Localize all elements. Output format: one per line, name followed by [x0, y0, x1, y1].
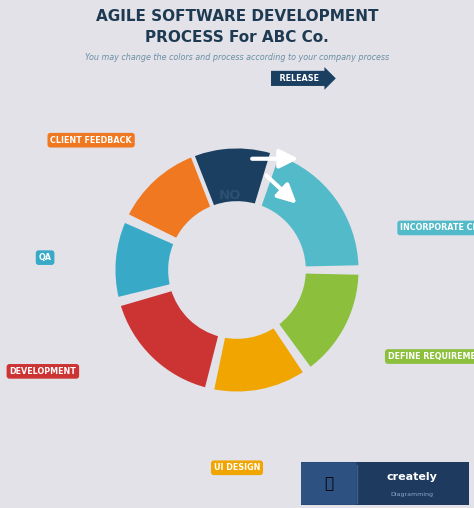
Text: QA: QA	[38, 253, 52, 262]
Text: 💡: 💡	[324, 477, 333, 491]
Wedge shape	[113, 220, 176, 299]
Text: RELEASE: RELEASE	[274, 74, 328, 83]
Wedge shape	[259, 153, 361, 269]
Text: creately: creately	[387, 472, 438, 483]
Text: You may change the colors and process according to your company process: You may change the colors and process ac…	[85, 53, 389, 62]
Text: NO: NO	[219, 189, 241, 202]
Text: UI DESIGN: UI DESIGN	[214, 463, 260, 472]
Wedge shape	[212, 326, 306, 394]
Wedge shape	[276, 271, 361, 370]
Text: INCORPORATE CRs: INCORPORATE CRs	[400, 224, 474, 233]
FancyBboxPatch shape	[300, 462, 470, 505]
Text: CLIENT FEEDBACK: CLIENT FEEDBACK	[50, 136, 132, 145]
Wedge shape	[118, 289, 220, 390]
Text: Diagramming: Diagramming	[391, 492, 434, 497]
Text: DEFINE REQUIREMENT: DEFINE REQUIREMENT	[388, 352, 474, 361]
Text: PROCESS For ABC Co.: PROCESS For ABC Co.	[145, 30, 329, 46]
Text: DEVELOPMENT: DEVELOPMENT	[9, 367, 76, 376]
Text: AGILE SOFTWARE DEVELOPMENT: AGILE SOFTWARE DEVELOPMENT	[96, 9, 378, 24]
FancyBboxPatch shape	[301, 462, 356, 505]
Circle shape	[170, 203, 304, 337]
Wedge shape	[174, 146, 273, 213]
Wedge shape	[126, 155, 213, 240]
